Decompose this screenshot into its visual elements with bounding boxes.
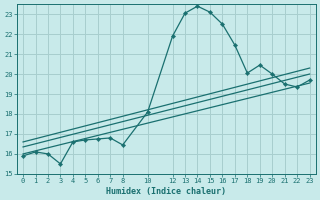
X-axis label: Humidex (Indice chaleur): Humidex (Indice chaleur) bbox=[106, 187, 226, 196]
